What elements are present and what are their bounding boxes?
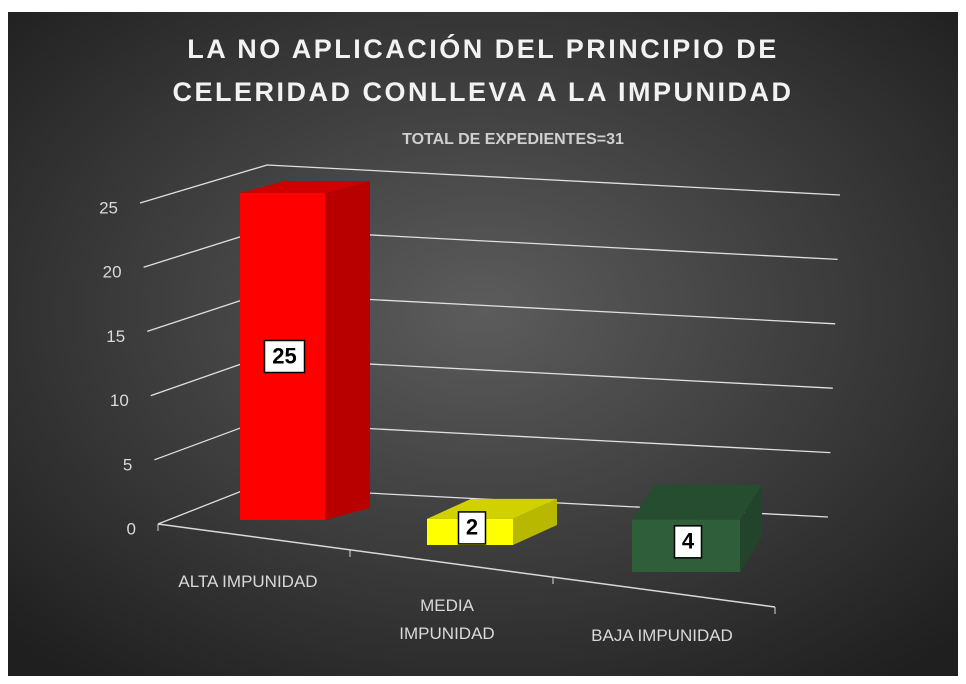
y-tick-label: 0 [127, 519, 136, 538]
x-tick-label: ALTA IMPUNIDAD [178, 572, 318, 591]
bar-side [740, 484, 762, 572]
grid-line [139, 164, 841, 204]
y-tick-label: 15 [106, 327, 125, 346]
x-axis [157, 523, 776, 608]
data-label: 2 [466, 515, 478, 540]
data-label-box [673, 525, 703, 559]
y-tick-label: 10 [110, 391, 129, 410]
data-label: 25 [272, 343, 296, 368]
bar-top [240, 181, 370, 193]
y-tick-label: 5 [123, 455, 132, 474]
bar-top [632, 484, 762, 520]
bar-side [325, 181, 370, 520]
title-box: LA NO APLICACIÓN DEL PRINCIPIO DE CELERI… [172, 34, 794, 107]
data-label-box [457, 511, 487, 545]
chart-subtitle: TOTAL DE EXPEDIENTES=31 [402, 131, 624, 148]
data-label: 4 [682, 529, 695, 554]
data-label-box [263, 339, 306, 374]
x-tick-label: BAJA IMPUNIDAD [591, 626, 733, 645]
y-tick-label: 25 [99, 198, 118, 217]
x-tick-label: MEDIA IMPUNIDAD [399, 596, 495, 643]
chart-background [8, 12, 958, 676]
bar-side [513, 498, 557, 545]
y-tick-label: 20 [103, 263, 122, 282]
chart-title: LA NO APLICACIÓN DEL PRINCIPIO DE CELERI… [172, 34, 794, 107]
